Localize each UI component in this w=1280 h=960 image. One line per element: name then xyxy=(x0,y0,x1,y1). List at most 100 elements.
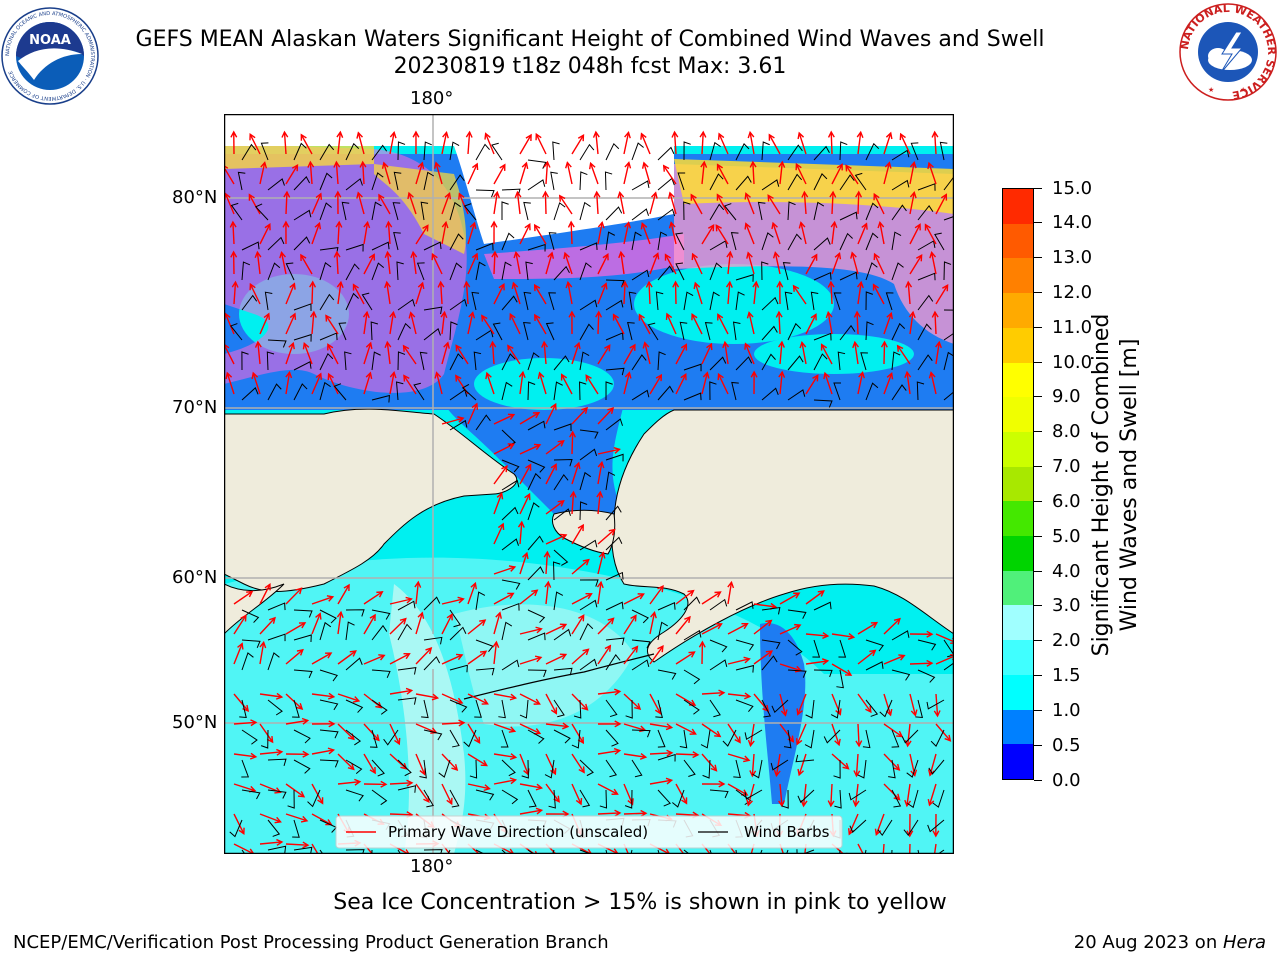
wave-direction-arrowhead xyxy=(507,413,516,420)
wind-barb xyxy=(267,236,285,251)
colorbar-tick: 11.0 xyxy=(1034,317,1092,338)
wave-direction-arrowhead xyxy=(291,163,299,172)
wind-barb xyxy=(423,656,441,671)
wave-direction-arrow xyxy=(545,582,550,605)
wave-direction-arrowhead xyxy=(471,402,479,410)
wind-barb xyxy=(501,232,515,251)
wind-barb xyxy=(449,626,467,641)
wind-barb xyxy=(579,299,598,311)
wave-direction-arrowhead xyxy=(680,372,687,381)
wave-direction-arrow xyxy=(675,616,691,635)
wind-barb xyxy=(625,699,633,719)
wave-direction-arrow xyxy=(597,222,603,245)
wave-direction-arrowhead xyxy=(569,490,577,498)
wave-direction-arrow xyxy=(831,191,834,215)
wave-direction-arrow xyxy=(596,191,599,215)
wave-direction-arrow xyxy=(248,194,261,215)
wind-barb xyxy=(397,759,412,777)
wave-direction-arrowhead xyxy=(248,193,255,201)
wind-barb xyxy=(930,729,945,747)
wind-barb xyxy=(345,243,364,252)
wind-barb xyxy=(943,309,954,311)
wave-direction-arrow xyxy=(716,194,729,215)
wave-direction-arrow xyxy=(663,165,677,185)
wave-direction-arrowhead xyxy=(778,160,786,168)
wave-direction-arrowhead xyxy=(775,310,783,318)
wave-direction-arrow xyxy=(589,163,599,185)
wind-barb xyxy=(813,353,828,371)
wave-direction-arrowhead xyxy=(904,799,912,808)
colorbar-tick-label: 3.0 xyxy=(1052,595,1081,617)
colorbar-tick-label: 14.0 xyxy=(1052,212,1093,234)
colorbar-tick: 0.5 xyxy=(1034,735,1081,756)
wind-barb xyxy=(527,566,545,581)
wind-barb xyxy=(836,669,844,689)
wind-barb xyxy=(371,172,384,191)
wave-direction-arrow xyxy=(259,617,276,635)
wind-barb xyxy=(553,459,573,467)
wind-barb xyxy=(839,324,856,341)
wind-barb xyxy=(579,599,598,611)
wave-direction-arrowhead xyxy=(405,596,413,604)
wave-direction-arrow xyxy=(441,654,463,665)
wind-barb xyxy=(631,609,650,624)
wind-barb xyxy=(679,729,688,749)
wave-direction-arrow xyxy=(930,372,937,395)
wind-barb xyxy=(761,232,774,251)
wave-direction-arrow xyxy=(545,464,557,485)
wind-barb xyxy=(657,231,668,251)
wind-barb xyxy=(553,423,572,432)
wind-barb xyxy=(631,729,651,738)
wind-barb xyxy=(449,609,462,628)
wave-direction-arrow xyxy=(285,164,299,185)
wave-direction-arrow xyxy=(935,194,947,215)
wave-direction-arrow xyxy=(455,345,469,365)
wind-barb xyxy=(605,536,623,551)
wave-direction-arrowhead xyxy=(509,312,516,321)
wave-direction-arrow xyxy=(386,252,391,275)
wave-direction-arrow xyxy=(857,723,860,747)
wave-direction-arrowhead xyxy=(693,281,701,290)
wave-direction-arrowhead xyxy=(651,191,658,199)
wave-direction-arrow xyxy=(259,841,282,845)
wave-direction-arrowhead xyxy=(834,251,842,260)
wave-direction-arrow xyxy=(519,412,540,425)
wave-direction-arrowhead xyxy=(315,372,322,380)
wave-direction-arrowhead xyxy=(315,192,323,200)
wave-direction-arrowhead xyxy=(560,533,568,541)
wave-direction-arrowhead xyxy=(276,838,284,846)
wave-direction-arrowhead xyxy=(289,312,297,320)
wave-direction-arrowhead xyxy=(744,192,751,200)
wave-direction-arrowhead xyxy=(300,133,307,141)
wave-direction-arrowhead xyxy=(565,280,573,289)
wind-barb xyxy=(943,261,952,281)
wave-direction-arrowhead xyxy=(618,250,626,259)
wave-direction-arrow xyxy=(441,693,463,704)
wind-barb xyxy=(345,263,360,281)
wave-direction-arrow xyxy=(519,783,542,789)
wave-direction-arrow xyxy=(906,372,911,395)
wave-direction-arrowhead xyxy=(471,252,479,260)
wind-barb xyxy=(683,759,696,777)
wave-direction-arrowhead xyxy=(835,708,842,716)
wave-direction-arrow xyxy=(325,315,339,335)
wave-direction-arrow xyxy=(493,753,516,759)
wave-direction-arrow xyxy=(620,252,625,275)
colorbar-label-line-2: Wind Waves and Swell [m] xyxy=(1117,338,1142,632)
wave-direction-arrowhead xyxy=(533,728,542,735)
wind-barb xyxy=(813,399,833,408)
wave-direction-arrowhead xyxy=(796,708,803,716)
wave-direction-arrow xyxy=(519,493,531,515)
wave-direction-arrowhead xyxy=(443,341,450,349)
wave-direction-arrow xyxy=(848,813,859,835)
wind-barb xyxy=(345,729,362,746)
wind-barb xyxy=(498,699,506,719)
wind-barb xyxy=(241,143,257,161)
wind-barb xyxy=(501,353,516,371)
wave-direction-arrow xyxy=(900,133,911,155)
wave-direction-arrowhead xyxy=(455,344,462,352)
wind-barb xyxy=(522,321,531,341)
wind-barb xyxy=(241,652,254,671)
wave-direction-arrowhead xyxy=(747,739,755,748)
wave-direction-arrow xyxy=(571,492,575,515)
